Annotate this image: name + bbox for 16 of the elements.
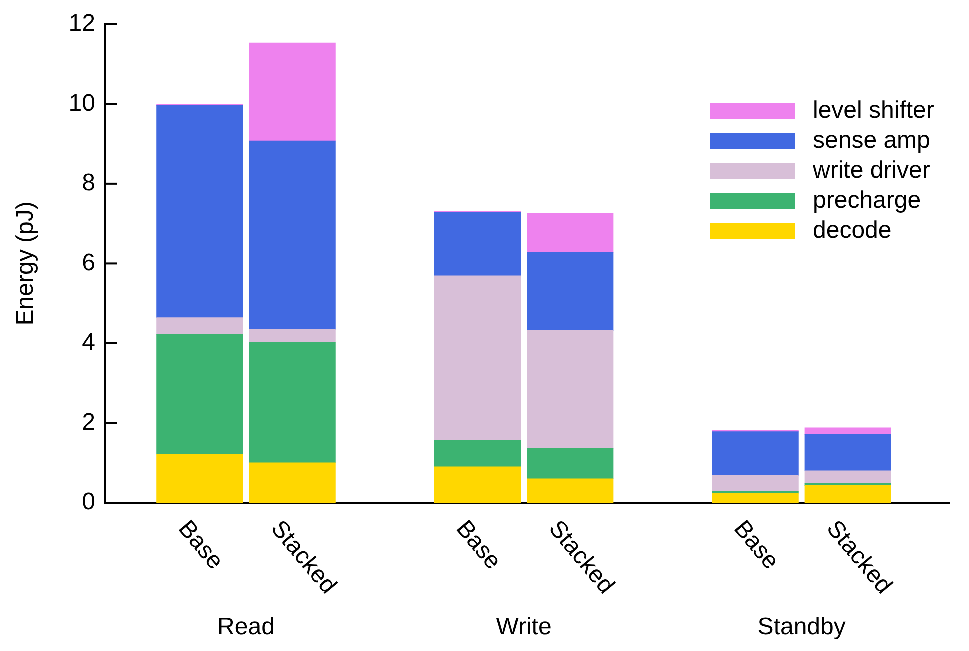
y-axis-title: Energy (pJ)	[12, 202, 40, 326]
legend-label: precharge	[813, 187, 922, 214]
legend-label: sense amp	[813, 127, 930, 154]
text: Read	[218, 614, 275, 641]
y-tick-label: 4	[82, 329, 96, 356]
legend-label: decode	[813, 217, 892, 244]
y-tick-label: 12	[68, 10, 96, 38]
y-tick-label: 6	[82, 249, 96, 276]
y-tick-label: 0	[82, 488, 96, 516]
y-tick-label: 8	[82, 170, 96, 197]
text: Write	[496, 614, 552, 641]
y-tick-label: 2	[82, 408, 96, 436]
legend-label: level shifter	[813, 97, 934, 124]
y-tick-label: 10	[68, 90, 96, 117]
legend-label: write driver	[812, 157, 930, 184]
text: Standby	[758, 614, 846, 641]
